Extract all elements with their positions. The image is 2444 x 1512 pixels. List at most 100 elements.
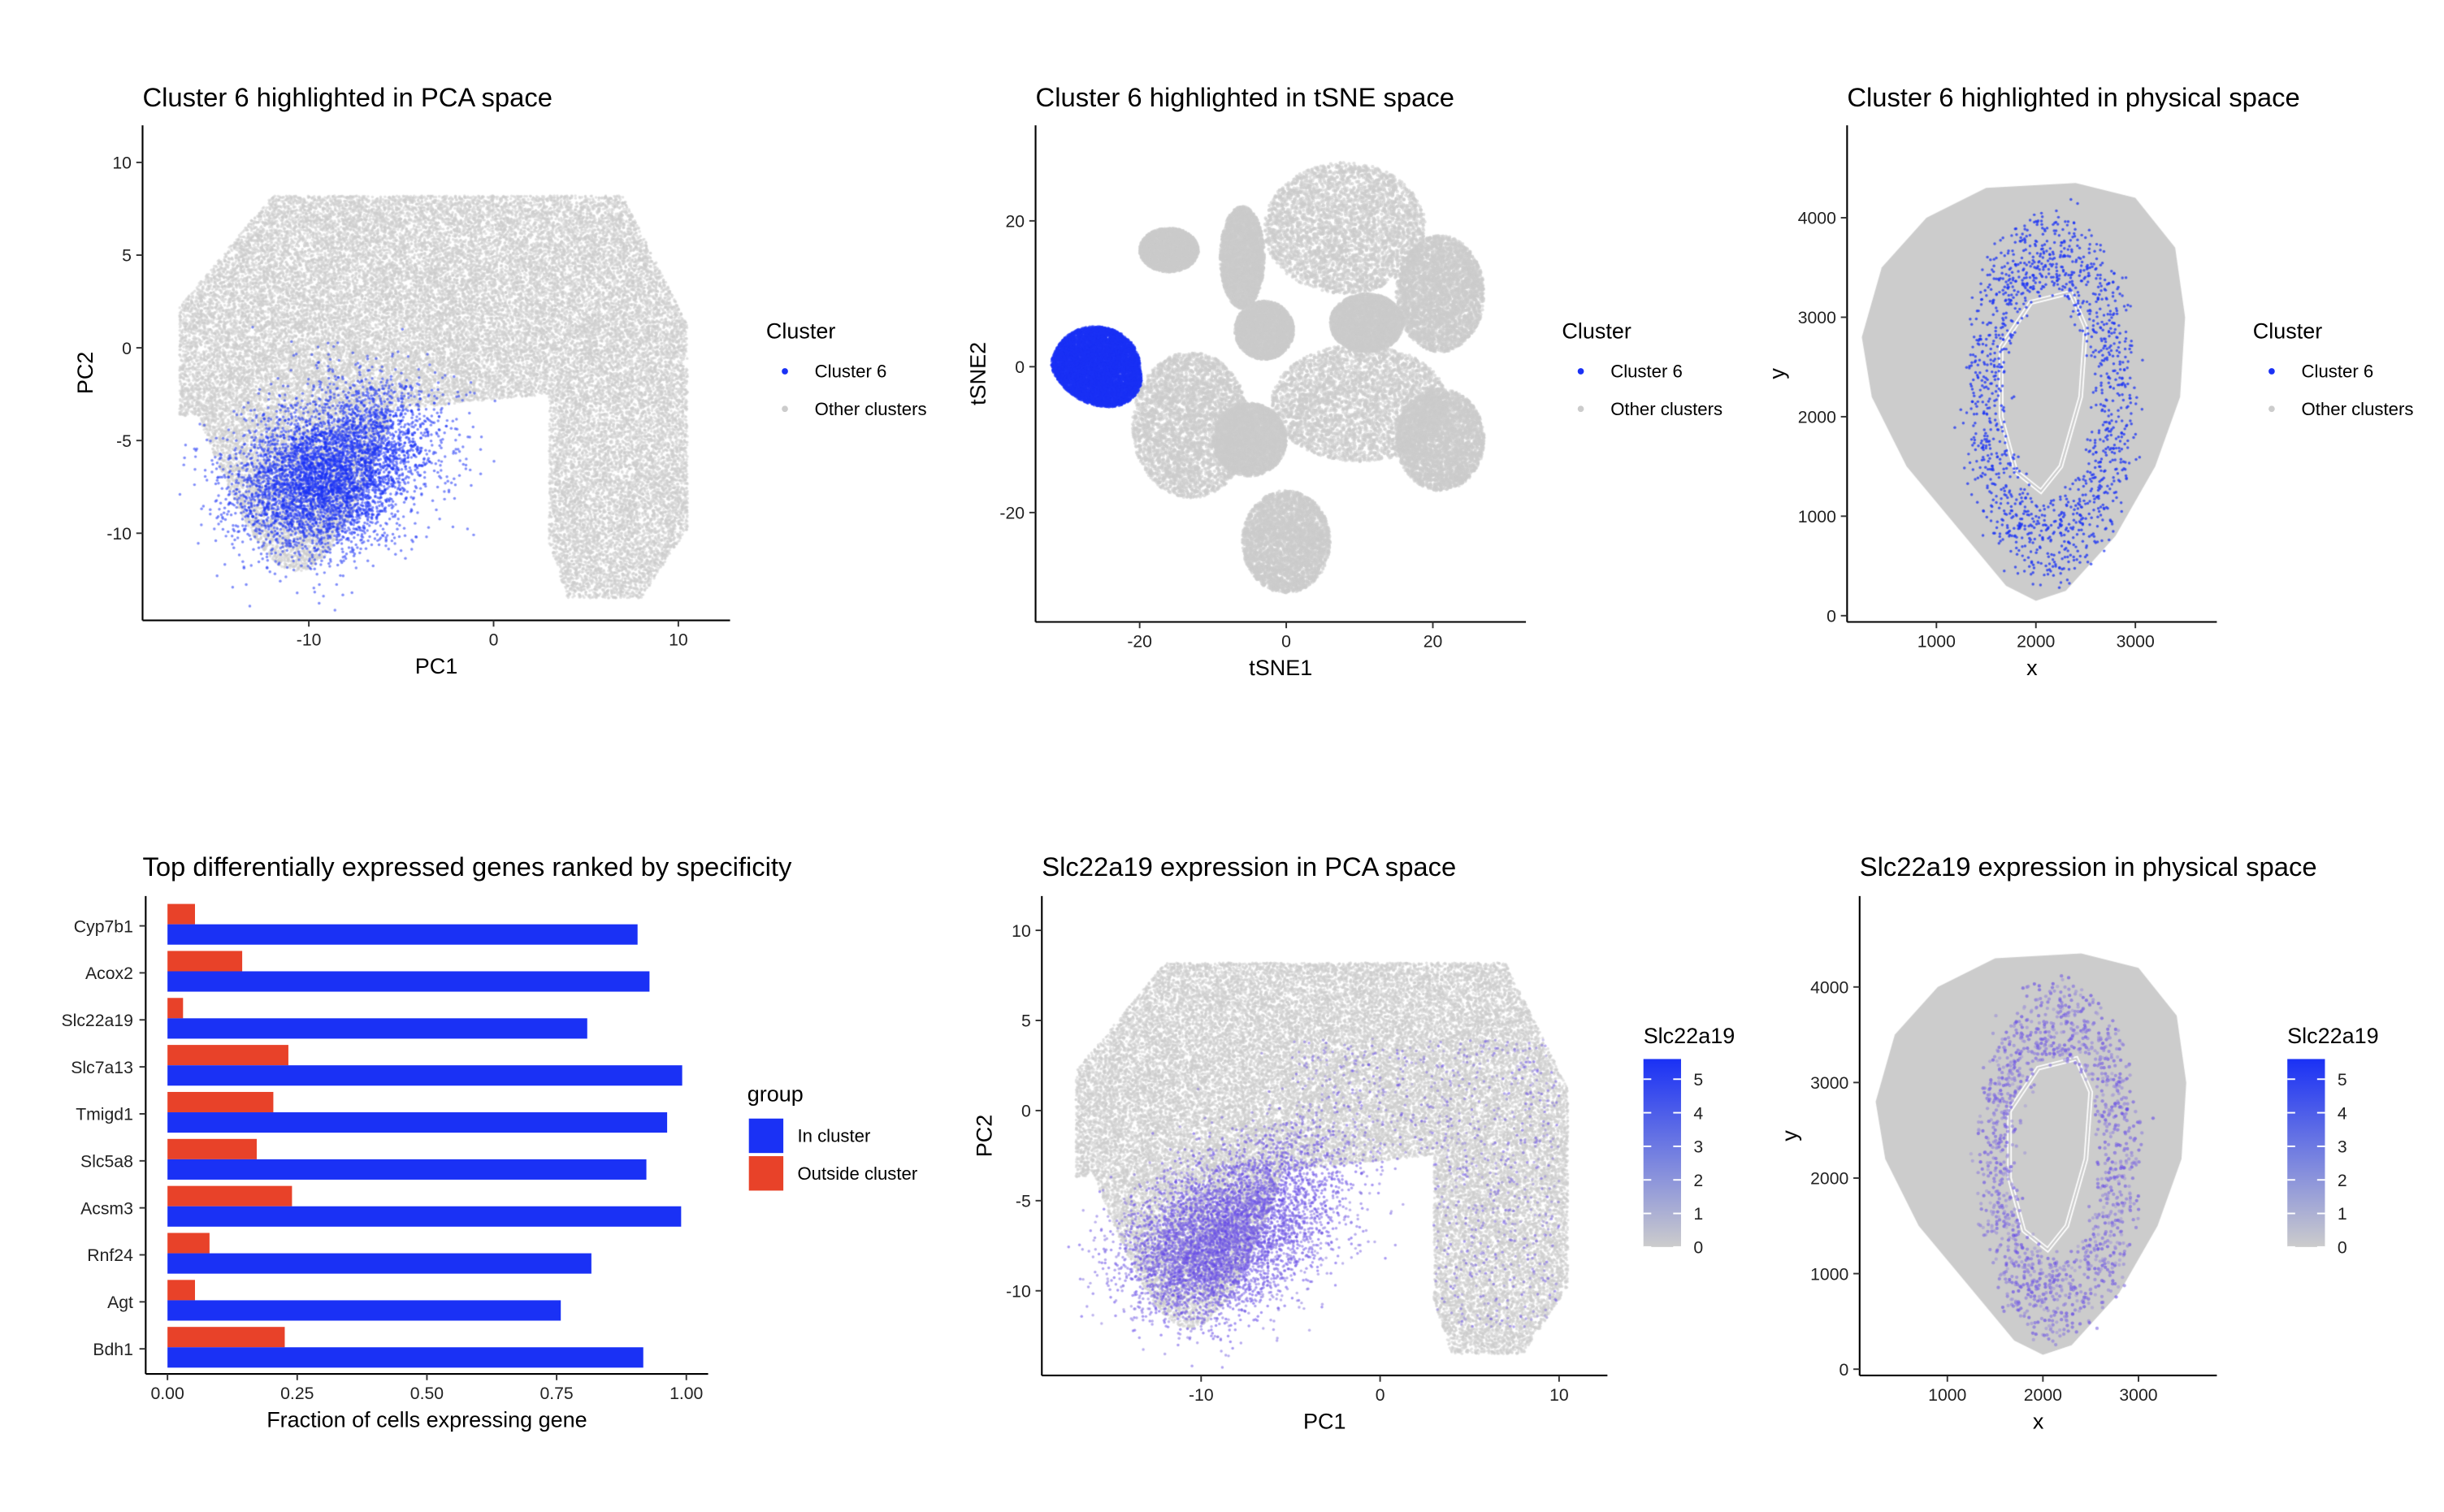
- x-tick-label: 0: [489, 630, 499, 649]
- category-label: Slc22a19: [61, 1012, 132, 1030]
- colorbar: [1643, 1059, 1681, 1247]
- legend-label: Cluster 6: [2302, 362, 2374, 382]
- x-tick-label: 3000: [2119, 1386, 2157, 1405]
- legend-swatch: [2268, 368, 2275, 375]
- bar-in-cluster: [167, 924, 638, 945]
- colorbar-tick-label: 0: [2338, 1239, 2347, 1258]
- bar-outside-cluster: [167, 1045, 288, 1066]
- panel-pca_expr: Slc22a19 expression in PCA space-10 0 10-1…: [973, 851, 1736, 1434]
- panel-pca: Cluster 6 highlighted in PCA space -10 0 10…: [73, 82, 927, 678]
- colorbar-title: Slc22a19: [1644, 1024, 1736, 1048]
- chart-title: Slc22a19 expression in PCA space: [1042, 851, 1456, 882]
- x-tick-label: 0.50: [410, 1384, 444, 1403]
- colorbar-tick-label: 1: [1693, 1205, 1703, 1224]
- y-tick-label: 0: [1839, 1361, 1848, 1380]
- bar-outside-cluster: [167, 998, 184, 1019]
- bar-in-cluster: [167, 1065, 682, 1086]
- category-label: Rnf24: [87, 1246, 133, 1265]
- bar-outside-cluster: [167, 1327, 285, 1348]
- y-tick-label: -10: [106, 525, 132, 544]
- bar-outside-cluster: [167, 1233, 210, 1254]
- y-axis-label: tSNE2: [966, 342, 990, 405]
- category-label: Bdh1: [93, 1341, 133, 1359]
- panel-phys: Cluster 6 highlighted in physical space 1…: [1765, 82, 2413, 680]
- x-tick-label: 0.75: [540, 1384, 573, 1403]
- legend-swatch: [1577, 368, 1584, 375]
- y-tick-label: 2000: [1810, 1170, 1848, 1189]
- x-axis-label: PC1: [1303, 1410, 1346, 1434]
- x-tick-label: -10: [1189, 1386, 1214, 1405]
- y-tick-label: -5: [116, 432, 132, 451]
- x-tick-label: 1.00: [670, 1384, 703, 1403]
- colorbar-tick-label: 1: [2338, 1205, 2347, 1224]
- y-axis-label: PC2: [973, 1115, 997, 1158]
- x-tick-label: 2000: [2024, 1386, 2062, 1405]
- colorbar-tick-label: 5: [2338, 1071, 2347, 1090]
- colorbar-tick-label: 2: [1693, 1172, 1703, 1190]
- y-tick-label: 1000: [1798, 508, 1836, 526]
- panel-bar: Top differentially expressed genes ranke…: [61, 851, 917, 1432]
- y-tick-label: 0: [1015, 358, 1025, 377]
- legend-label: Other clusters: [1610, 399, 1722, 419]
- legend-swatch: [748, 1118, 784, 1154]
- y-tick-label: 5: [122, 247, 132, 266]
- category-label: Slc5a8: [80, 1153, 133, 1172]
- x-tick-label: 10: [1549, 1386, 1569, 1405]
- colorbar-tick-label: 4: [1693, 1104, 1703, 1123]
- x-axis-label: PC1: [415, 654, 458, 678]
- category-label: Tmigd1: [76, 1106, 133, 1124]
- y-tick-label: 0: [1021, 1103, 1031, 1121]
- bar-outside-cluster: [167, 951, 243, 972]
- y-tick-label: 1000: [1810, 1265, 1848, 1284]
- bar-in-cluster: [167, 1018, 587, 1039]
- chart-title: Cluster 6 highlighted in physical space: [1847, 82, 2299, 112]
- y-tick-label: 2000: [1798, 409, 1836, 427]
- bar-in-cluster: [167, 1112, 668, 1133]
- legend-title: Cluster: [766, 318, 835, 343]
- legend-label: Cluster 6: [1610, 362, 1683, 382]
- bar-in-cluster: [167, 1300, 561, 1321]
- colorbar-tick-label: 3: [2338, 1138, 2347, 1157]
- chart-title: Slc22a19 expression in physical space: [1860, 851, 2317, 882]
- x-tick-label: 0: [1376, 1386, 1385, 1405]
- chart-title: Cluster 6 highlighted in tSNE space: [1036, 82, 1454, 112]
- bar-outside-cluster: [167, 1280, 195, 1301]
- y-tick-label: 0: [1826, 607, 1836, 626]
- x-axis-label: x: [2026, 656, 2038, 680]
- x-tick-label: -10: [297, 630, 322, 649]
- legend-label: In cluster: [797, 1126, 871, 1146]
- bar-outside-cluster: [167, 1091, 274, 1113]
- category-label: Slc7a13: [71, 1059, 133, 1077]
- y-tick-label: 4000: [1810, 978, 1848, 997]
- colorbar-tick-label: 4: [2338, 1104, 2347, 1123]
- bar-in-cluster: [167, 1206, 682, 1227]
- y-tick-label: 4000: [1798, 210, 1836, 228]
- y-tick-label: 20: [1005, 213, 1025, 232]
- legend-swatch: [782, 368, 788, 375]
- y-tick-label: 10: [112, 154, 132, 173]
- y-tick-label: -10: [1006, 1282, 1031, 1301]
- x-tick-label: 0.00: [151, 1384, 184, 1403]
- legend-title: Cluster: [2253, 318, 2322, 343]
- bar-in-cluster: [167, 971, 650, 992]
- legend-label: Other clusters: [815, 399, 927, 419]
- bar-outside-cluster: [167, 1185, 292, 1207]
- y-tick-label: 3000: [1798, 309, 1836, 327]
- colorbar-tick-label: 5: [1693, 1071, 1703, 1090]
- category-label: Acox2: [85, 964, 133, 983]
- legend-swatch: [782, 405, 788, 413]
- y-axis-label: y: [1765, 368, 1789, 379]
- colorbar-tick-label: 2: [2338, 1172, 2347, 1190]
- legend-swatch: [2268, 405, 2275, 413]
- panel-phys_expr: Slc22a19 expression in physical space100…: [1778, 851, 2379, 1434]
- legend-title: group: [748, 1082, 804, 1107]
- x-tick-label: -20: [1127, 632, 1152, 651]
- x-axis-label: tSNE1: [1249, 656, 1312, 680]
- bar-outside-cluster: [167, 1138, 257, 1159]
- legend-swatch: [1577, 405, 1584, 413]
- x-axis-label: x: [2033, 1410, 2044, 1434]
- legend-title: Cluster: [1562, 318, 1631, 343]
- chart-title: Top differentially expressed genes ranke…: [142, 851, 792, 882]
